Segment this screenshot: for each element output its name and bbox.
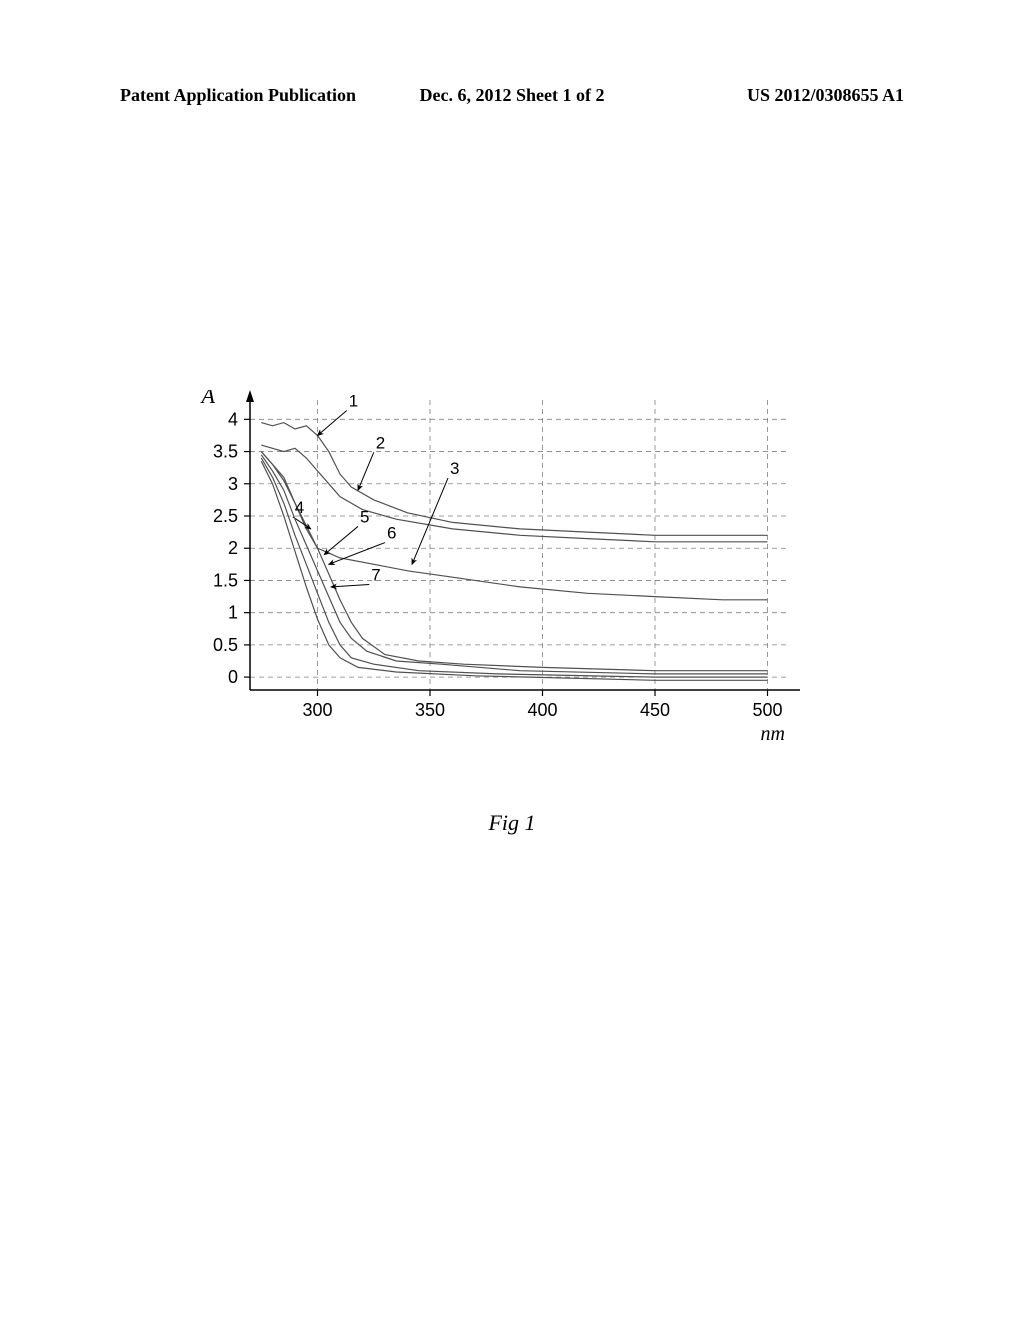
svg-text:2: 2 — [228, 538, 238, 558]
svg-text:0.5: 0.5 — [213, 635, 238, 655]
svg-text:A: A — [200, 390, 216, 408]
header-center: Dec. 6, 2012 Sheet 1 of 2 — [381, 85, 642, 106]
svg-text:2.5: 2.5 — [213, 506, 238, 526]
figure-caption: Fig 1 — [0, 810, 1024, 836]
svg-text:6: 6 — [387, 524, 396, 543]
absorbance-chart: 30035040045050000.511.522.533.54Anm12345… — [180, 390, 830, 755]
svg-text:1.5: 1.5 — [213, 570, 238, 590]
svg-text:4: 4 — [295, 498, 304, 517]
page-header: Patent Application Publication Dec. 6, 2… — [0, 85, 1024, 106]
header-left: Patent Application Publication — [120, 85, 381, 106]
svg-text:5: 5 — [360, 507, 369, 526]
svg-text:3.5: 3.5 — [213, 442, 238, 462]
svg-text:350: 350 — [415, 700, 445, 720]
svg-text:400: 400 — [527, 700, 557, 720]
svg-text:1: 1 — [349, 391, 358, 410]
svg-text:0: 0 — [228, 667, 238, 687]
svg-text:3: 3 — [450, 459, 459, 478]
svg-text:3: 3 — [228, 474, 238, 494]
svg-text:nm: nm — [761, 723, 785, 745]
header-right: US 2012/0308655 A1 — [643, 85, 904, 106]
svg-text:1: 1 — [228, 603, 238, 623]
svg-text:500: 500 — [752, 700, 782, 720]
svg-text:4: 4 — [228, 409, 238, 429]
svg-text:7: 7 — [371, 565, 380, 584]
svg-text:450: 450 — [640, 700, 670, 720]
svg-text:2: 2 — [376, 433, 385, 452]
svg-text:300: 300 — [302, 700, 332, 720]
